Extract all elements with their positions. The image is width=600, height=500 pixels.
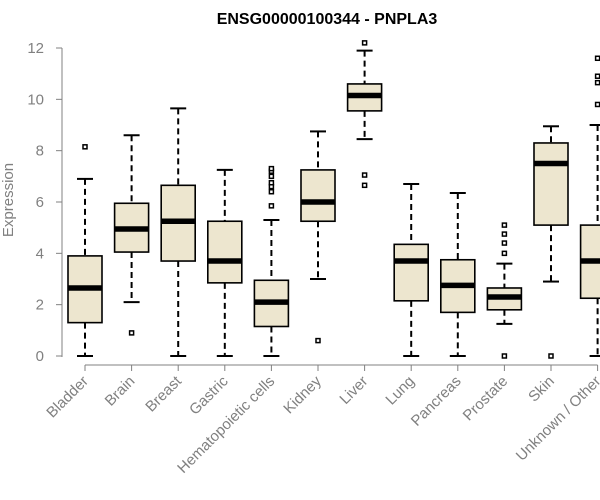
outlier-point	[268, 188, 275, 195]
y-tick-label: 10	[27, 91, 44, 108]
outlier-point	[594, 55, 600, 62]
x-tick-label: Liver	[336, 373, 371, 408]
x-tick-label: Kidney	[280, 372, 325, 417]
outlier-point	[594, 101, 600, 108]
box-skin	[533, 125, 569, 359]
y-tick-label: 8	[36, 143, 44, 160]
y-tick-label: 6	[36, 194, 44, 211]
x-tick-label: Bladder	[43, 373, 92, 422]
outlier-point	[501, 240, 508, 246]
outlier-point	[268, 173, 275, 180]
iqr-box	[300, 169, 336, 223]
outlier-point	[361, 182, 368, 189]
box-bladder	[67, 144, 103, 357]
box-hematopoietic-cells	[253, 165, 290, 357]
box-brain	[113, 134, 150, 336]
box-lung	[393, 183, 430, 357]
outlier-point	[361, 40, 368, 46]
box-breast	[160, 107, 196, 357]
outlier-point	[315, 337, 321, 344]
iqr-box	[207, 220, 243, 284]
outlier-point	[128, 330, 135, 336]
outlier-point	[268, 203, 275, 209]
outlier-point	[361, 172, 368, 178]
x-tick-label: Lung	[382, 373, 418, 409]
outlier-point	[501, 231, 508, 237]
outlier-point	[501, 353, 508, 359]
box-liver	[346, 40, 383, 189]
x-tick-label: Gastric	[186, 372, 232, 418]
y-tick-label: 12	[27, 40, 44, 57]
y-axis-label: Expression	[0, 163, 17, 237]
iqr-box	[393, 243, 430, 302]
outlier-point	[82, 144, 88, 150]
x-tick-label: Brain	[102, 373, 139, 410]
x-tick-label: Pancreas	[408, 373, 465, 430]
x-tick-label: Unknown / Other	[513, 373, 600, 465]
box-gastric	[207, 168, 243, 357]
x-tick-label: Prostate	[460, 373, 512, 425]
chart-title: ENSG00000100344 - PNPLA3	[217, 11, 438, 28]
box-series	[67, 40, 600, 359]
box-kidney	[300, 130, 336, 344]
iqr-box	[533, 142, 569, 226]
x-tick-label: Skin	[525, 373, 558, 406]
box-pancreas	[439, 192, 476, 357]
y-tick-label: 4	[36, 245, 44, 262]
outlier-point	[501, 250, 508, 257]
y-tick-label: 2	[36, 297, 44, 314]
outlier-point	[268, 165, 275, 172]
y-tick-label: 0	[36, 348, 44, 365]
outlier-point	[501, 222, 508, 228]
y-axis-ticks: 0 2 4 6 8 10 12	[27, 40, 62, 365]
outlier-point	[548, 353, 554, 359]
outlier-point	[594, 79, 600, 86]
x-tick-label: Breast	[142, 372, 185, 415]
box-unknown-other	[579, 55, 600, 357]
outlier-point	[594, 73, 600, 79]
outlier-point	[268, 180, 275, 186]
box-prostate	[486, 222, 523, 359]
